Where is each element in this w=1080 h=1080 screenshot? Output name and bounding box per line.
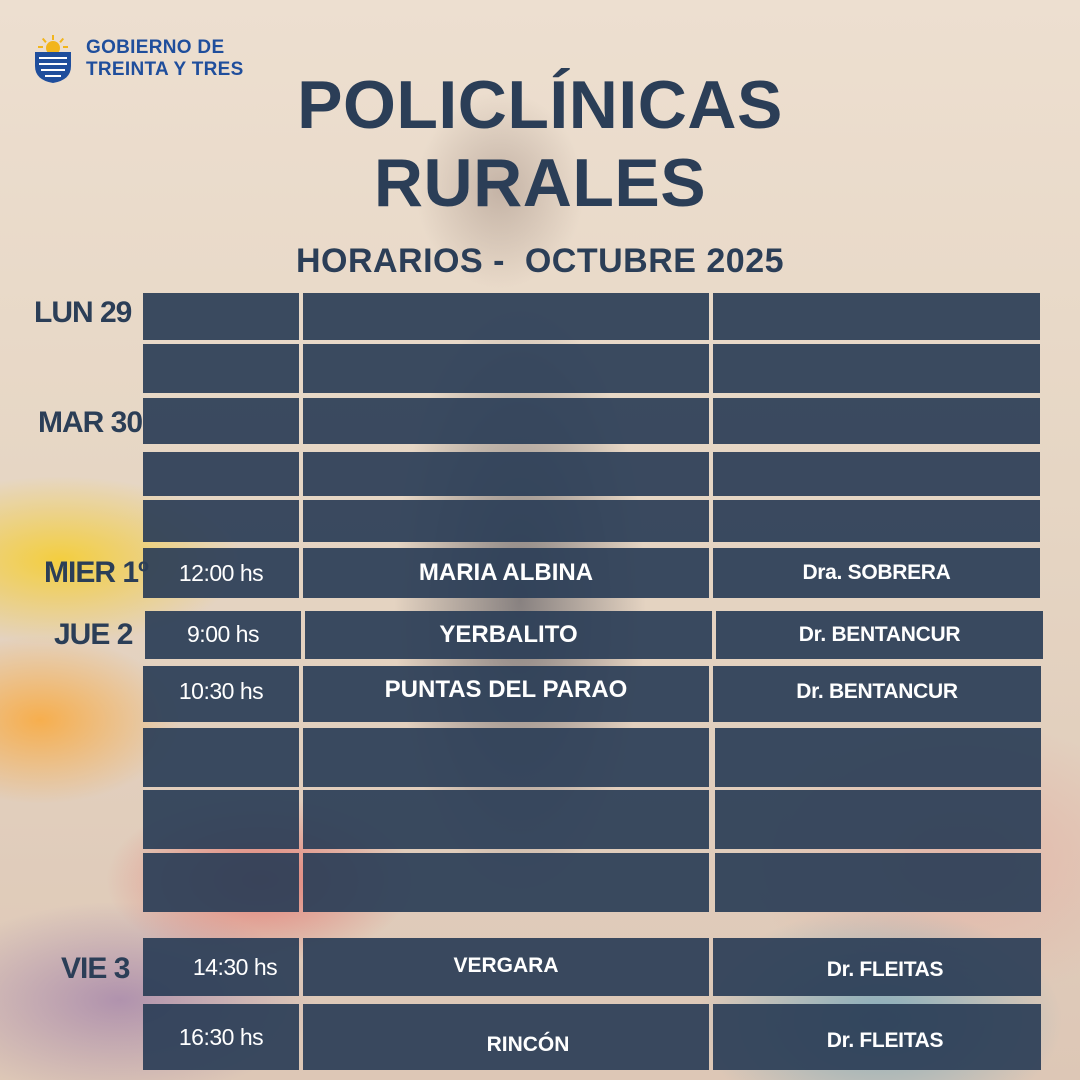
- doctor-cell: [713, 344, 1040, 393]
- place-cell: [303, 500, 709, 542]
- page-title-line1: POLICLÍNICAS: [297, 67, 783, 143]
- time-cell: 12:00 hs: [143, 548, 299, 598]
- time-cell: [143, 790, 299, 849]
- time-cell: 16:30 hs: [143, 1004, 299, 1070]
- day-label-mar: MAR 30: [38, 406, 143, 439]
- doctor-cell: Dr. BENTANCUR: [713, 666, 1041, 722]
- time-cell: [143, 293, 299, 340]
- doctor-cell: [713, 500, 1040, 542]
- place-cell: YERBALITO: [305, 611, 712, 659]
- place-cell: VERGARA: [303, 938, 709, 996]
- day-label-vie: VIE 3: [61, 952, 130, 985]
- doctor-cell: Dr. FLEITAS: [713, 938, 1041, 996]
- doctor-cell: [713, 293, 1040, 340]
- doctor-cell: Dr. FLEITAS: [713, 1004, 1041, 1070]
- place-cell: [303, 344, 709, 393]
- place-cell: [303, 398, 709, 444]
- doctor-cell: Dr. BENTANCUR: [716, 611, 1043, 659]
- place-cell: MARIA ALBINA: [303, 548, 709, 598]
- place-cell: PUNTAS DEL PARAO: [303, 666, 709, 722]
- logo-text-line1: GOBIERNO DE: [86, 37, 225, 58]
- time-cell: [143, 728, 299, 787]
- government-logo: GOBIERNO DE TREINTA Y TRES: [30, 34, 244, 84]
- day-label-jue: JUE 2: [54, 618, 133, 651]
- time-cell: [143, 398, 299, 444]
- doctor-cell: [715, 728, 1041, 787]
- time-cell: 10:30 hs: [143, 666, 299, 722]
- coat-of-arms-icon: [35, 35, 71, 83]
- doctor-cell: [715, 853, 1041, 912]
- page-title-line2: RURALES: [373, 145, 707, 221]
- place-cell: [303, 790, 709, 849]
- place-cell: [303, 728, 709, 787]
- place-cell: RINCÓN: [303, 1004, 709, 1070]
- time-cell: [143, 452, 299, 496]
- place-cell: [303, 853, 709, 912]
- time-cell: [143, 853, 299, 912]
- doctor-cell: [715, 790, 1041, 849]
- time-cell: [143, 344, 299, 393]
- day-label-mier: MIER 1º: [44, 556, 149, 589]
- time-cell: 9:00 hs: [145, 611, 301, 659]
- time-cell: 14:30 hs: [143, 938, 299, 996]
- place-cell: [303, 293, 709, 340]
- day-label-lun: LUN 29: [34, 296, 132, 329]
- logo-text-line2: TREINTA Y TRES: [86, 59, 244, 80]
- time-cell: [143, 500, 299, 542]
- schedule-subtitle: HORARIOS - OCTUBRE 2025: [295, 242, 785, 280]
- doctor-cell: [713, 398, 1040, 444]
- place-cell: [303, 452, 709, 496]
- doctor-cell: [713, 452, 1040, 496]
- doctor-cell: Dra. SOBRERA: [713, 548, 1040, 598]
